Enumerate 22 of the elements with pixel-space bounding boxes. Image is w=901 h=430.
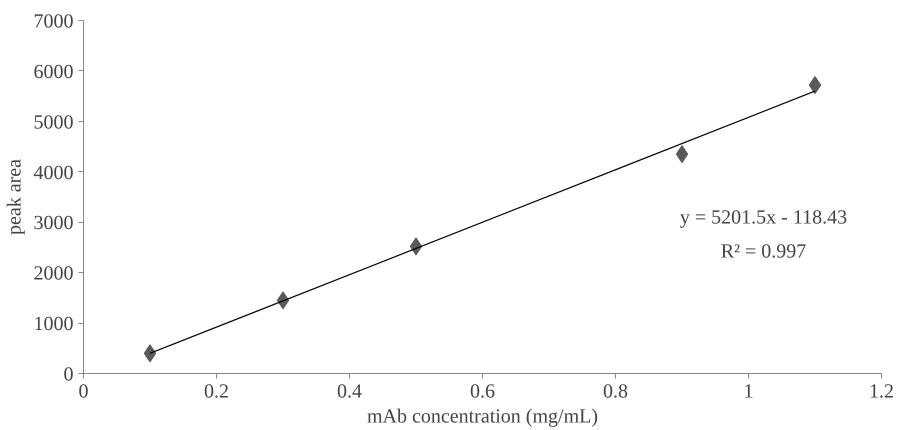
y-axis-title: peak area bbox=[4, 158, 26, 236]
x-tick-label: 0.6 bbox=[470, 380, 495, 402]
x-tick-label: 0.2 bbox=[204, 380, 229, 402]
x-tick-label: 1.2 bbox=[869, 380, 894, 402]
y-tick-label: 0 bbox=[64, 364, 74, 386]
x-axis-title: mAb concentration (mg/mL) bbox=[366, 406, 598, 428]
x-tick-label: 0.4 bbox=[337, 380, 362, 402]
x-tick-label: 1 bbox=[744, 380, 754, 402]
x-tick-label: 0 bbox=[78, 380, 88, 402]
y-tick-label: 6000 bbox=[34, 60, 74, 83]
y-tick-label: 1000 bbox=[34, 313, 74, 336]
point bbox=[808, 76, 822, 94]
x-tick-label: 0.8 bbox=[603, 380, 628, 402]
y-tick-label: 4000 bbox=[34, 162, 74, 184]
point bbox=[144, 344, 156, 362]
y-tick-label: 3000 bbox=[34, 212, 74, 234]
annotation: y = 5201.5x - 118.43 bbox=[680, 206, 848, 228]
annotation: R² = 0.997 bbox=[720, 240, 806, 262]
y-tick-label: 5000 bbox=[34, 111, 74, 134]
y-tick-label: 7000 bbox=[34, 10, 74, 32]
y-tick-label: 2000 bbox=[34, 262, 74, 285]
point bbox=[676, 145, 688, 164]
